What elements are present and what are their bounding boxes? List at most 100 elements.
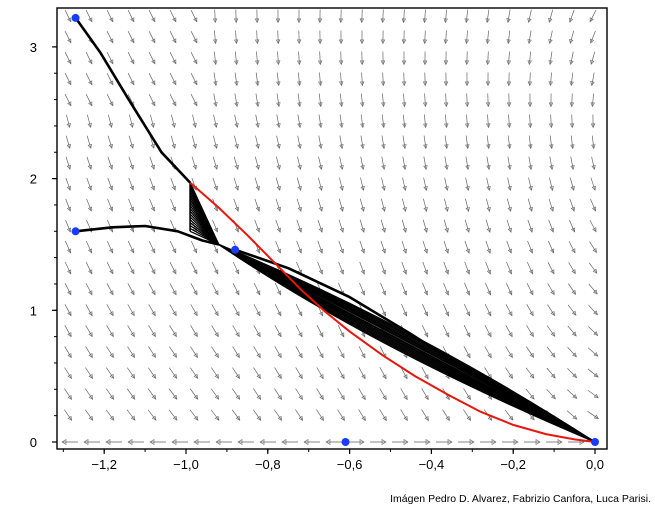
y-tick-label: 2 — [30, 172, 37, 187]
field-arrow — [338, 72, 344, 87]
field-arrow — [421, 367, 429, 380]
field-arrow — [590, 198, 597, 212]
field-arrow — [150, 114, 155, 128]
field-arrow — [275, 198, 281, 212]
field-arrow — [64, 325, 72, 338]
field-arrow — [566, 410, 578, 420]
field-arrow — [527, 9, 532, 24]
field-arrow — [401, 219, 407, 233]
field-arrow — [402, 198, 407, 212]
field-arrow — [169, 262, 177, 275]
field-arrow — [464, 240, 470, 254]
field-arrow — [360, 135, 365, 150]
field-arrow — [547, 262, 555, 275]
field-arrow — [380, 282, 387, 296]
field-arrow — [84, 409, 94, 421]
field-arrow — [486, 135, 491, 150]
field-arrow — [234, 93, 239, 108]
field-arrow — [127, 10, 135, 23]
axis-flow-arrow — [83, 438, 100, 446]
trajectory-line — [234, 248, 596, 444]
axis-flow-arrow — [105, 438, 122, 446]
field-arrow — [232, 388, 241, 400]
field-arrow — [422, 9, 428, 24]
trajectory-line — [74, 17, 192, 184]
field-arrow — [296, 219, 302, 233]
field-arrow — [317, 261, 324, 275]
field-arrow — [379, 409, 387, 422]
field-arrow — [422, 30, 428, 45]
field-arrow — [127, 52, 135, 65]
field-arrow — [359, 9, 365, 24]
axis-flow-arrow — [325, 438, 342, 446]
field-arrow — [546, 346, 556, 358]
field-arrow — [297, 114, 302, 129]
field-arrow — [64, 388, 72, 400]
field-arrow — [484, 346, 492, 359]
field-arrow — [253, 388, 262, 400]
field-arrow — [569, 51, 574, 66]
field-arrow — [568, 283, 577, 295]
field-arrow — [525, 367, 535, 379]
field-arrow — [107, 114, 113, 128]
field-arrow — [485, 9, 490, 24]
field-arrow — [380, 72, 386, 87]
axis-flow-arrow — [546, 438, 563, 446]
field-arrow — [148, 325, 156, 338]
field-arrow — [106, 325, 114, 338]
field-arrow — [465, 135, 470, 150]
field-arrow — [211, 325, 219, 338]
field-arrow — [254, 177, 260, 191]
field-arrow — [148, 346, 156, 359]
field-arrow — [359, 261, 365, 275]
field-arrow — [65, 135, 71, 149]
field-arrow — [318, 114, 323, 129]
field-arrow — [486, 177, 491, 192]
field-arrow — [234, 135, 239, 149]
field-arrow — [569, 9, 575, 23]
field-arrow — [401, 240, 407, 254]
field-arrow — [485, 219, 491, 233]
field-arrow — [65, 156, 71, 170]
field-arrow — [526, 346, 535, 358]
field-arrow — [85, 10, 93, 23]
field-arrow — [400, 409, 408, 422]
field-arrow — [464, 219, 470, 233]
field-arrow — [444, 135, 449, 150]
field-arrow — [170, 177, 176, 191]
field-arrow — [380, 219, 386, 233]
field-arrow — [190, 262, 198, 275]
field-arrow — [64, 10, 72, 23]
field-arrow — [549, 177, 554, 191]
field-arrow — [587, 368, 599, 378]
field-arrow — [232, 283, 240, 296]
field-arrow — [106, 240, 114, 254]
field-arrow — [506, 240, 512, 254]
field-arrow — [444, 156, 449, 171]
field-arrow — [232, 367, 240, 380]
equilibrium-point — [341, 438, 350, 446]
field-arrow — [358, 367, 366, 380]
axis-flow-arrow — [61, 438, 78, 446]
field-arrow — [401, 72, 407, 87]
field-arrow — [190, 73, 198, 86]
equilibrium-point — [591, 438, 599, 446]
field-arrow — [213, 114, 218, 129]
field-arrow — [253, 367, 261, 380]
field-arrow — [169, 367, 178, 379]
field-arrow — [569, 72, 574, 87]
field-arrow — [401, 282, 408, 296]
field-arrow — [232, 325, 240, 338]
field-arrow — [421, 324, 429, 338]
field-arrow — [297, 93, 302, 108]
x-tick-label: −0,8 — [255, 457, 281, 472]
field-arrow — [506, 93, 512, 108]
axis-flow-arrow — [237, 438, 254, 446]
axis-flow-arrow — [524, 438, 541, 446]
field-arrow — [148, 73, 156, 86]
field-arrow — [464, 261, 470, 275]
field-arrow — [148, 52, 156, 65]
field-arrow — [338, 9, 344, 24]
field-arrow — [485, 93, 491, 108]
field-arrow — [148, 304, 156, 317]
